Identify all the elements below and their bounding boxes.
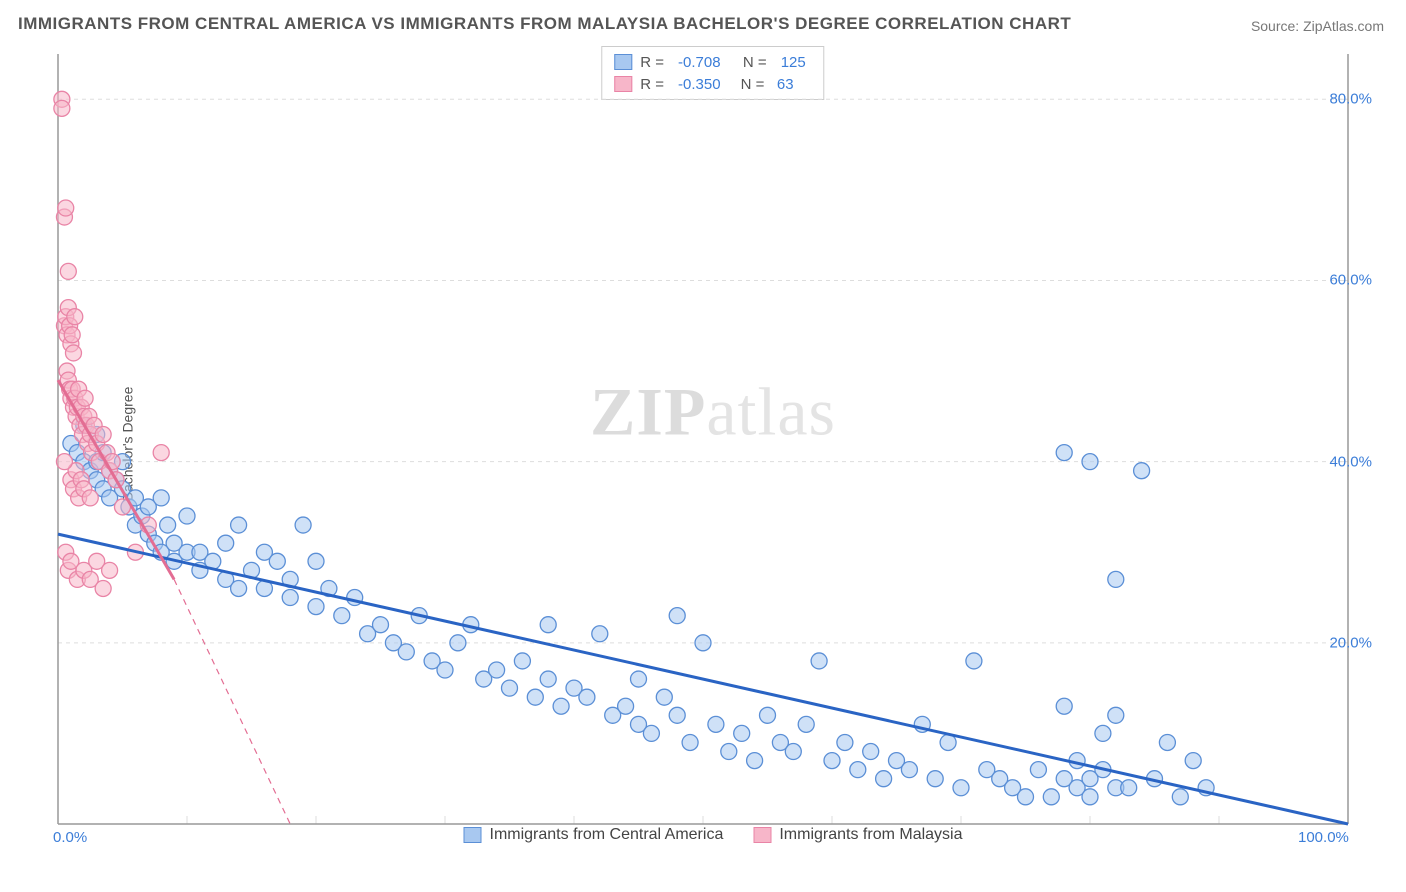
source-attribution: Source: ZipAtlas.com <box>1251 18 1384 34</box>
legend-item-0: Immigrants from Central America <box>464 826 724 844</box>
legend-swatch-1 <box>753 827 771 843</box>
y-tick-label: 60.0% <box>1329 272 1372 289</box>
y-tick-label: 40.0% <box>1329 453 1372 470</box>
legend-swatch-0 <box>464 827 482 843</box>
x-tick-label: 100.0% <box>1298 829 1349 846</box>
y-tick-label: 80.0% <box>1329 91 1372 108</box>
chart-title: IMMIGRANTS FROM CENTRAL AMERICA VS IMMIG… <box>18 14 1071 34</box>
chart-area: Bachelor's Degree ZIPatlas R = -0.708 N … <box>48 44 1378 844</box>
chart-svg <box>48 44 1378 844</box>
legend-item-1: Immigrants from Malaysia <box>753 826 962 844</box>
legend-label-1: Immigrants from Malaysia <box>779 826 962 844</box>
legend-label-0: Immigrants from Central America <box>490 826 724 844</box>
y-tick-label: 20.0% <box>1329 634 1372 651</box>
x-tick-label: 0.0% <box>53 829 87 846</box>
bottom-legend: Immigrants from Central America Immigran… <box>464 826 963 844</box>
